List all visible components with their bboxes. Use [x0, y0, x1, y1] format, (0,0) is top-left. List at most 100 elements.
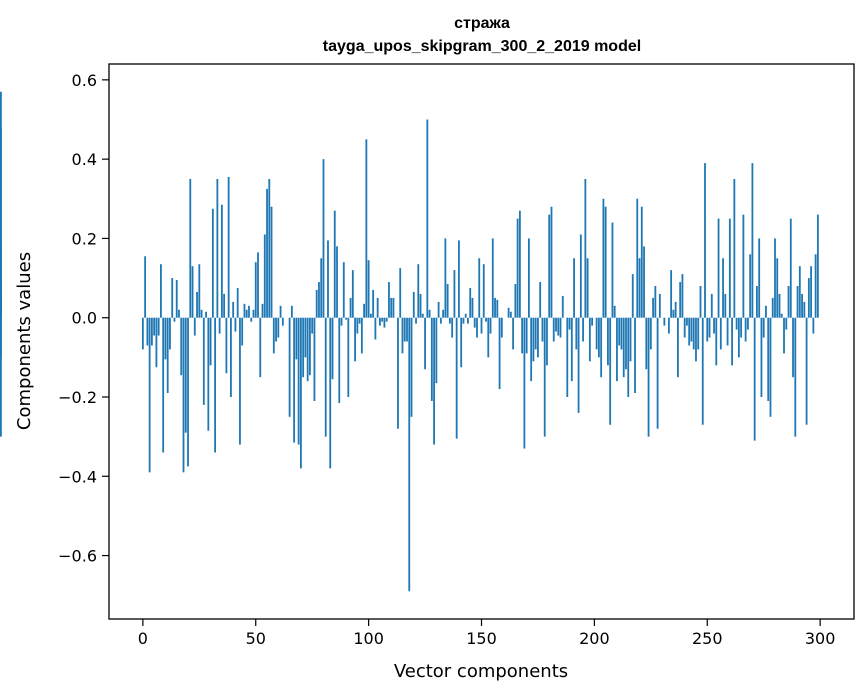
x-tick-label: 300: [805, 629, 836, 648]
bar-259: [726, 317, 729, 346]
bar-137: [451, 317, 454, 338]
bar-186: [561, 295, 564, 318]
x-axis-ticks: 0 50 100 150 200 250 300: [138, 619, 836, 648]
bar-69: [297, 317, 300, 445]
bar-77: [315, 289, 318, 318]
bar-undefined: [0, 317, 2, 358]
bar-108: [385, 317, 388, 322]
bar-149: [478, 258, 481, 318]
bar-88: [340, 317, 343, 326]
bar-247: [699, 286, 702, 318]
bar-140: [458, 240, 460, 318]
bar-185: [559, 317, 562, 338]
bar-236: [674, 301, 677, 318]
x-tick-label: 100: [353, 629, 384, 648]
bar-243: [690, 317, 693, 342]
bar-242: [688, 317, 691, 346]
bar-121: [415, 317, 417, 324]
bar-143: [464, 313, 467, 318]
bar-15: [175, 280, 178, 318]
bar-117: [406, 317, 408, 342]
bar-184: [557, 317, 560, 336]
bar-293: [803, 301, 806, 318]
bar-9: [162, 317, 165, 453]
bar-235: [672, 309, 675, 318]
bar-60: [277, 317, 280, 338]
bar-174: [534, 317, 537, 350]
bar-286: [787, 286, 790, 318]
bar-146: [471, 297, 474, 318]
plot-frame: [108, 63, 855, 620]
bar-253: [713, 317, 715, 334]
bar-279: [771, 297, 774, 318]
bar-53: [261, 303, 264, 318]
bar-13: [171, 278, 174, 318]
bar-22: [191, 266, 194, 318]
bar-99: [365, 139, 368, 318]
bar-287: [789, 218, 792, 318]
bar-42: [236, 287, 239, 318]
bar-71: [302, 317, 305, 378]
bar-157: [496, 299, 499, 318]
bar-109: [388, 282, 390, 318]
bar-195: [582, 317, 584, 342]
bar-50: [254, 262, 257, 318]
y-tick-label: 0.6: [72, 71, 97, 90]
bar-141: [460, 317, 463, 368]
bar-296: [810, 266, 813, 318]
bar-260: [728, 218, 731, 318]
bar-206: [607, 317, 609, 366]
bar-116: [403, 317, 406, 342]
bar-191: [573, 258, 575, 318]
bar-70: [299, 317, 302, 469]
bar-150: [480, 317, 483, 334]
bar-17: [180, 317, 183, 376]
x-axis-label: Vector components: [394, 661, 568, 682]
bar-115: [401, 317, 404, 354]
bar-82: [327, 240, 329, 318]
bar-128: [430, 317, 433, 401]
bar-62: [281, 317, 284, 326]
bar-133: [442, 309, 445, 318]
bar-144: [467, 317, 469, 324]
bar-271: [753, 317, 756, 441]
bar-285: [785, 317, 788, 330]
bar-135: [446, 284, 449, 318]
bar-289: [794, 317, 797, 437]
bar-41: [234, 317, 237, 332]
bar-222: [643, 246, 645, 318]
bar-6: [155, 317, 158, 368]
bar-229: [658, 293, 661, 318]
bar-266: [742, 214, 745, 318]
bar-188: [566, 317, 569, 397]
bar-122: [417, 264, 420, 318]
bar-48: [250, 317, 253, 322]
bar-119: [410, 317, 413, 417]
bar-5: [153, 317, 156, 336]
bar-80: [322, 159, 325, 318]
bar-182: [552, 317, 555, 342]
bar-142: [462, 317, 465, 324]
bar-194: [579, 234, 582, 318]
bar-280: [774, 238, 776, 318]
bar-234: [670, 270, 673, 318]
bar-164: [512, 317, 515, 350]
bar-189: [568, 317, 571, 330]
bar-92: [349, 297, 352, 318]
bar-274: [760, 317, 763, 397]
bar-31: [211, 208, 214, 318]
bar-36: [223, 293, 226, 318]
x-tick-label: 0: [138, 629, 148, 648]
bar-3: [148, 317, 151, 473]
bar-67: [293, 317, 296, 443]
bar-105: [379, 317, 381, 326]
bar-233: [667, 317, 670, 334]
bar-213: [622, 317, 625, 378]
bar-207: [609, 317, 612, 425]
bar-275: [762, 317, 765, 338]
bar-256: [719, 317, 722, 350]
bar-158: [498, 317, 501, 390]
bar-250: [706, 317, 709, 342]
bar-223: [645, 317, 648, 370]
